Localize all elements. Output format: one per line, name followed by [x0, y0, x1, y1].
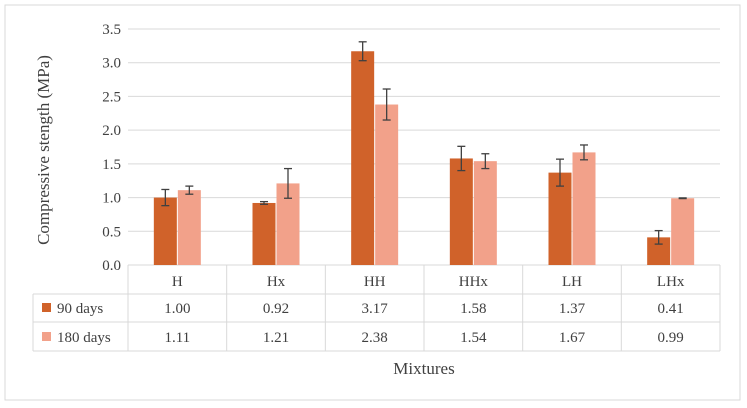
bar-90-days-LHx — [647, 237, 671, 265]
y-tick-label: 0.0 — [102, 258, 121, 274]
table-cell: 0.99 — [658, 330, 684, 346]
bar-180-days-H — [177, 190, 201, 265]
table-cell: 1.21 — [263, 330, 289, 346]
legend-swatch-180-days — [42, 332, 51, 341]
bar-180-days-LH — [572, 152, 596, 265]
bar-90-days-HH — [351, 51, 375, 265]
legend-label: 90 days — [57, 301, 103, 317]
category-label: Hx — [267, 274, 286, 290]
y-tick-label: 1.5 — [102, 157, 121, 173]
table-cell: 0.92 — [263, 301, 289, 317]
table-cell: 1.00 — [164, 301, 190, 317]
table-cell: 1.11 — [164, 330, 190, 346]
y-tick-label: 3.0 — [102, 56, 121, 72]
bar-180-days-HH — [375, 104, 399, 266]
bar-90-days-LH — [548, 172, 572, 265]
category-label: LHx — [657, 274, 685, 290]
bar-90-days-Hx — [252, 202, 276, 265]
table-cell: 1.37 — [559, 301, 586, 317]
y-tick-label: 3.5 — [102, 22, 121, 38]
table-cell: 2.38 — [362, 330, 388, 346]
table-cell: 1.58 — [460, 301, 486, 317]
category-label: H — [172, 274, 183, 290]
x-axis-label: Mixtures — [393, 359, 454, 378]
category-label: HH — [364, 274, 386, 290]
bar-180-days-HHx — [473, 161, 497, 265]
bar-180-days-Hx — [276, 183, 300, 265]
bar-90-days-HHx — [449, 158, 473, 265]
y-axis-label: Compressive stength (MPa) — [34, 55, 53, 245]
table-cell: 3.17 — [362, 301, 389, 317]
y-tick-label: 2.0 — [102, 123, 121, 139]
y-tick-label: 2.5 — [102, 89, 121, 105]
table-cell: 1.67 — [559, 330, 586, 346]
y-tick-label: 1.0 — [102, 191, 121, 207]
category-label: HHx — [459, 274, 489, 290]
bar-180-days-LHx — [671, 198, 695, 265]
y-tick-label: 0.5 — [102, 224, 121, 240]
table-cell: 0.41 — [658, 301, 684, 317]
table-cell: 1.54 — [460, 330, 487, 346]
legend-swatch-90-days — [42, 303, 51, 312]
category-label: LH — [562, 274, 582, 290]
bar-90-days-H — [153, 197, 177, 265]
legend-label: 180 days — [57, 330, 111, 346]
